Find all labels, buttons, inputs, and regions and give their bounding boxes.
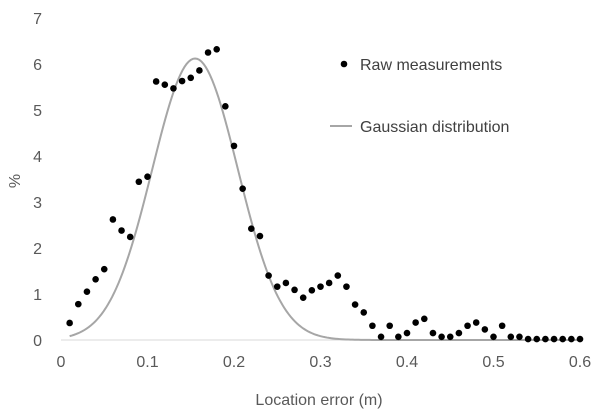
data-point: [550, 335, 558, 343]
data-point: [481, 326, 489, 333]
data-point: [559, 335, 566, 343]
data-point: [395, 333, 402, 341]
y-tick-label: 4: [33, 149, 42, 166]
data-point: [472, 319, 480, 326]
data-point: [83, 288, 91, 296]
data-point: [187, 74, 195, 82]
data-point: [196, 67, 203, 74]
x-tick-label: 0: [57, 354, 66, 371]
data-point: [75, 300, 82, 308]
data-point: [343, 283, 350, 290]
data-point: [421, 315, 428, 323]
data-point: [516, 333, 523, 341]
data-point: [100, 265, 108, 273]
data-point: [282, 279, 290, 287]
data-point: [273, 283, 281, 290]
y-tick-label: 2: [33, 241, 42, 258]
data-point: [178, 77, 186, 85]
data-point: [377, 333, 385, 341]
gaussian-curve: [69, 57, 580, 341]
x-tick-label: 0.3: [309, 354, 331, 371]
data-point: [213, 45, 220, 53]
data-point: [92, 275, 99, 283]
data-point: [533, 335, 541, 343]
data-point: [369, 322, 376, 330]
data-point: [291, 286, 298, 294]
data-point: [152, 78, 160, 85]
data-point: [351, 301, 359, 308]
points-layer: [66, 45, 584, 343]
data-point: [325, 279, 333, 287]
y-tick-label: 5: [33, 103, 42, 120]
data-point: [230, 142, 238, 150]
x-tick-label: 0.5: [482, 354, 504, 371]
data-point: [334, 272, 342, 279]
data-point: [403, 329, 411, 337]
data-point: [248, 225, 255, 232]
data-point: [66, 319, 73, 327]
legend-label-raw: Raw measurements: [360, 57, 502, 74]
data-point: [265, 272, 272, 279]
x-tick-label: 0.4: [396, 354, 418, 371]
data-point: [429, 329, 437, 337]
tick-label-layer: 0 0.1 0.2 0.3 0.4 0.5 0.6 0 1 2 3 4 5 6 7: [33, 11, 591, 371]
x-tick-label: 0.1: [136, 354, 158, 371]
data-point: [498, 322, 506, 330]
data-point: [299, 294, 307, 301]
data-point: [161, 81, 169, 88]
data-point: [542, 335, 549, 343]
legend: Raw measurements Gaussian distribution: [330, 57, 509, 136]
data-point: [222, 103, 229, 110]
data-point: [204, 49, 212, 56]
y-tick-label: 1: [33, 287, 42, 304]
gaussian-layer: [69, 57, 580, 341]
data-point: [144, 173, 151, 180]
y-tick-label: 7: [33, 11, 42, 28]
data-point: [490, 333, 497, 341]
data-point: [438, 333, 445, 341]
data-point: [576, 335, 584, 343]
data-point: [118, 227, 125, 234]
data-point: [170, 85, 177, 92]
data-point: [126, 233, 134, 241]
x-tick-label: 0.6: [569, 354, 591, 371]
data-point: [308, 287, 316, 294]
data-point: [360, 309, 368, 316]
legend-marker-raw: [340, 60, 348, 68]
y-tick-label: 6: [33, 57, 42, 74]
data-point: [386, 322, 394, 330]
data-point: [455, 329, 463, 337]
x-axis-title: Location error (m): [255, 392, 382, 409]
y-tick-label: 0: [33, 333, 42, 350]
data-point: [239, 185, 246, 192]
data-point: [135, 178, 143, 186]
data-point: [464, 322, 471, 330]
data-point: [109, 216, 117, 223]
data-point: [446, 333, 454, 341]
data-point: [317, 283, 324, 290]
y-axis-title: %: [7, 174, 24, 188]
y-tick-label: 3: [33, 195, 42, 212]
data-point: [412, 319, 419, 326]
data-point: [256, 232, 264, 240]
x-tick-label: 0.2: [223, 354, 245, 371]
data-point: [507, 333, 515, 341]
data-point: [568, 335, 575, 343]
legend-label-gaussian: Gaussian distribution: [360, 119, 509, 136]
data-point: [524, 335, 532, 343]
